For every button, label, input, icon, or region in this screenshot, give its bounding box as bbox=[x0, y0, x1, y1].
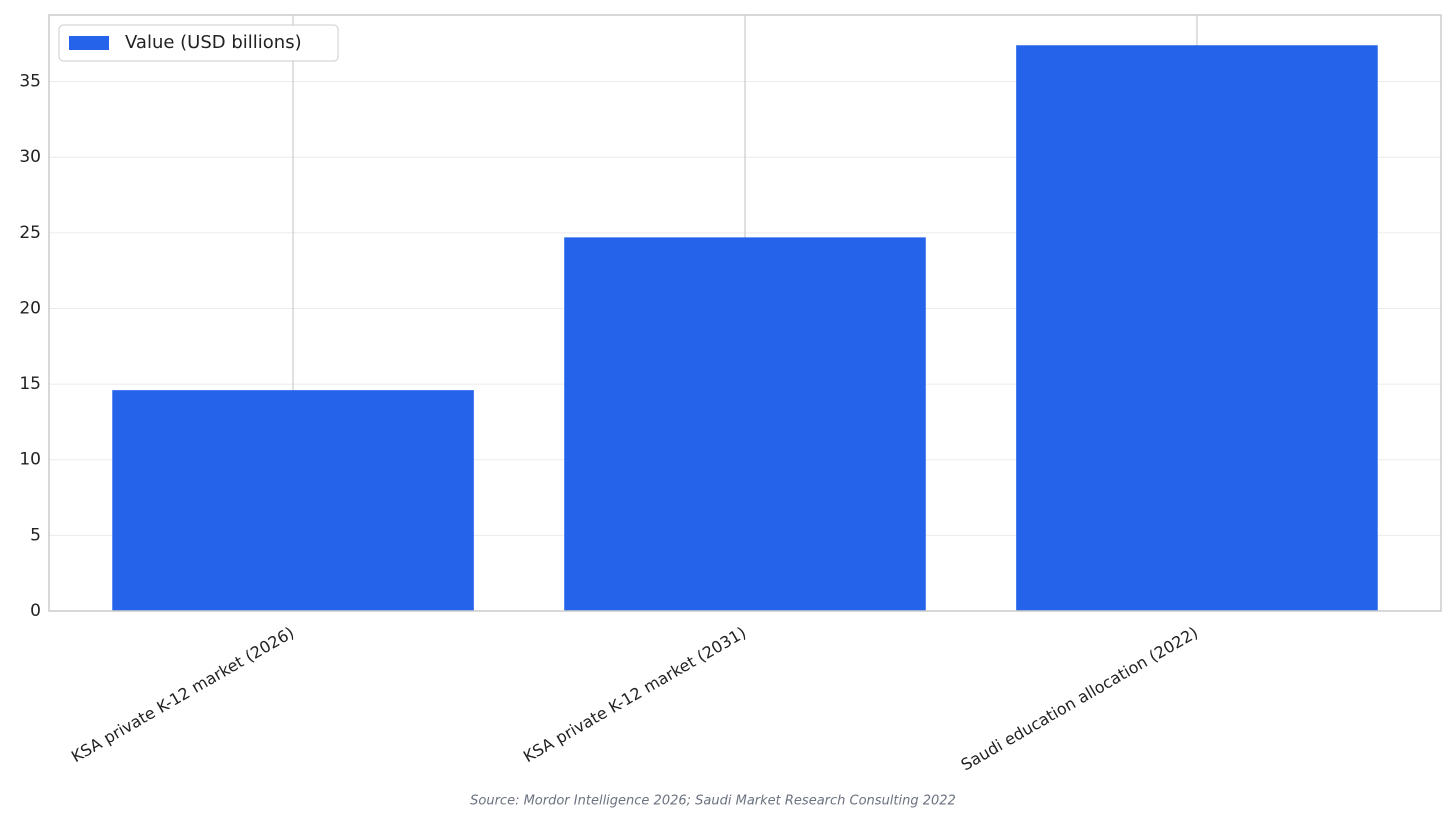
plot-frame bbox=[48, 14, 1442, 612]
legend-swatch bbox=[69, 36, 109, 50]
x-tick-label: KSA private K-12 market (2031) bbox=[520, 623, 749, 766]
source-note: Source: Mordor Intelligence 2026; Saudi … bbox=[470, 794, 956, 809]
bar bbox=[1016, 45, 1378, 612]
y-tick-label: 30 bbox=[19, 147, 41, 167]
x-tick-label: Saudi education allocation (2022) bbox=[958, 623, 1202, 775]
x-tick-label: KSA private K-12 market (2026) bbox=[68, 623, 297, 766]
y-tick-label: 35 bbox=[19, 72, 41, 92]
y-tick-label: 15 bbox=[19, 374, 41, 394]
y-tick-label: 10 bbox=[19, 450, 41, 470]
y-tick-label: 20 bbox=[19, 298, 41, 318]
legend: Value (USD billions) bbox=[58, 24, 339, 62]
y-tick-label: 5 bbox=[30, 525, 41, 545]
legend-label: Value (USD billions) bbox=[125, 32, 302, 53]
bar bbox=[112, 390, 474, 611]
bar bbox=[564, 237, 926, 611]
y-tick-label: 25 bbox=[19, 223, 41, 243]
y-tick-label: 0 bbox=[30, 601, 41, 621]
legend-box bbox=[58, 24, 339, 62]
